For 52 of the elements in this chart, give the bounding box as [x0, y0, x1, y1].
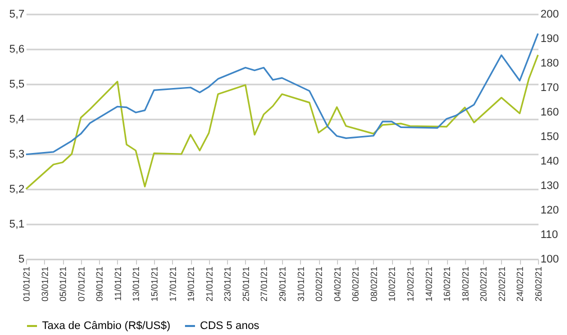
x-tick-label: 26/02/21 — [534, 266, 544, 302]
y2-tick-label: 130 — [540, 180, 559, 192]
y2-tick-label: 160 — [540, 106, 559, 118]
x-tick-label: 01/01/21 — [22, 266, 32, 302]
x-tick-label: 24/02/21 — [515, 266, 526, 302]
x-tick-label: 18/02/21 — [460, 266, 470, 302]
y2-tick-label: 100 — [540, 254, 559, 266]
x-tick-label: 09/01/21 — [94, 266, 105, 302]
x-tick-label: 02/02/21 — [314, 266, 324, 302]
x-tick-label: 05/01/21 — [58, 266, 68, 302]
x-tick-label: 12/02/21 — [406, 266, 416, 302]
x-tick-label: 25/01/21 — [240, 266, 251, 302]
x-tick-label: 20/02/21 — [478, 266, 489, 302]
x-tick-label: 13/01/21 — [131, 266, 142, 302]
x-tick-label: 29/01/21 — [278, 266, 288, 302]
x-tick-label: 16/02/21 — [442, 266, 452, 302]
x-tick-label: 10/02/21 — [387, 266, 398, 302]
y2-tick-label: 150 — [540, 131, 559, 143]
x-tick-label: 03/01/21 — [40, 266, 50, 302]
y-tick-label: 5,2 — [9, 184, 24, 196]
legend-label: CDS 5 anos — [200, 320, 260, 332]
y-tick-label: 5 — [18, 254, 24, 266]
y-tick-label: 5,7 — [9, 8, 24, 20]
legend-label: Taxa de Câmbio (R$/US$) — [42, 320, 170, 332]
x-tick-label: 19/01/21 — [186, 266, 196, 302]
y-tick-label: 5,6 — [9, 44, 24, 56]
x-tick-label: 06/02/21 — [350, 266, 361, 302]
y-tick-label: 5,4 — [9, 114, 24, 126]
y2-tick-label: 180 — [540, 58, 559, 70]
y2-tick-label: 200 — [540, 8, 559, 20]
x-tick-label: 11/01/21 — [112, 266, 123, 301]
y-tick-label: 5,3 — [9, 148, 24, 160]
line-series — [25, 54, 539, 190]
x-tick-label: 15/01/21 — [150, 266, 160, 302]
y2-tick-label: 120 — [540, 204, 559, 216]
y2-tick-label: 190 — [540, 33, 559, 45]
line-series — [25, 32, 539, 156]
y-tick-label: 5,5 — [9, 78, 24, 90]
x-tick-label: 17/01/21 — [168, 266, 178, 302]
y-tick-label: 5,1 — [9, 218, 24, 230]
x-tick-label: 31/01/21 — [296, 266, 306, 302]
x-tick-label: 08/02/21 — [368, 266, 379, 302]
y2-tick-label: 110 — [540, 229, 558, 241]
x-tick-label: 23/01/21 — [222, 266, 233, 302]
y2-tick-label: 140 — [540, 156, 559, 168]
y2-tick-label: 170 — [540, 82, 559, 94]
x-tick-label: 22/02/21 — [496, 266, 507, 302]
x-tick-label: 21/01/21 — [204, 266, 214, 302]
x-tick-label: 27/01/21 — [259, 266, 270, 302]
x-tick-label: 07/01/21 — [76, 266, 86, 302]
x-tick-label: 14/02/21 — [424, 266, 434, 302]
x-tick-label: 04/02/21 — [332, 266, 342, 302]
